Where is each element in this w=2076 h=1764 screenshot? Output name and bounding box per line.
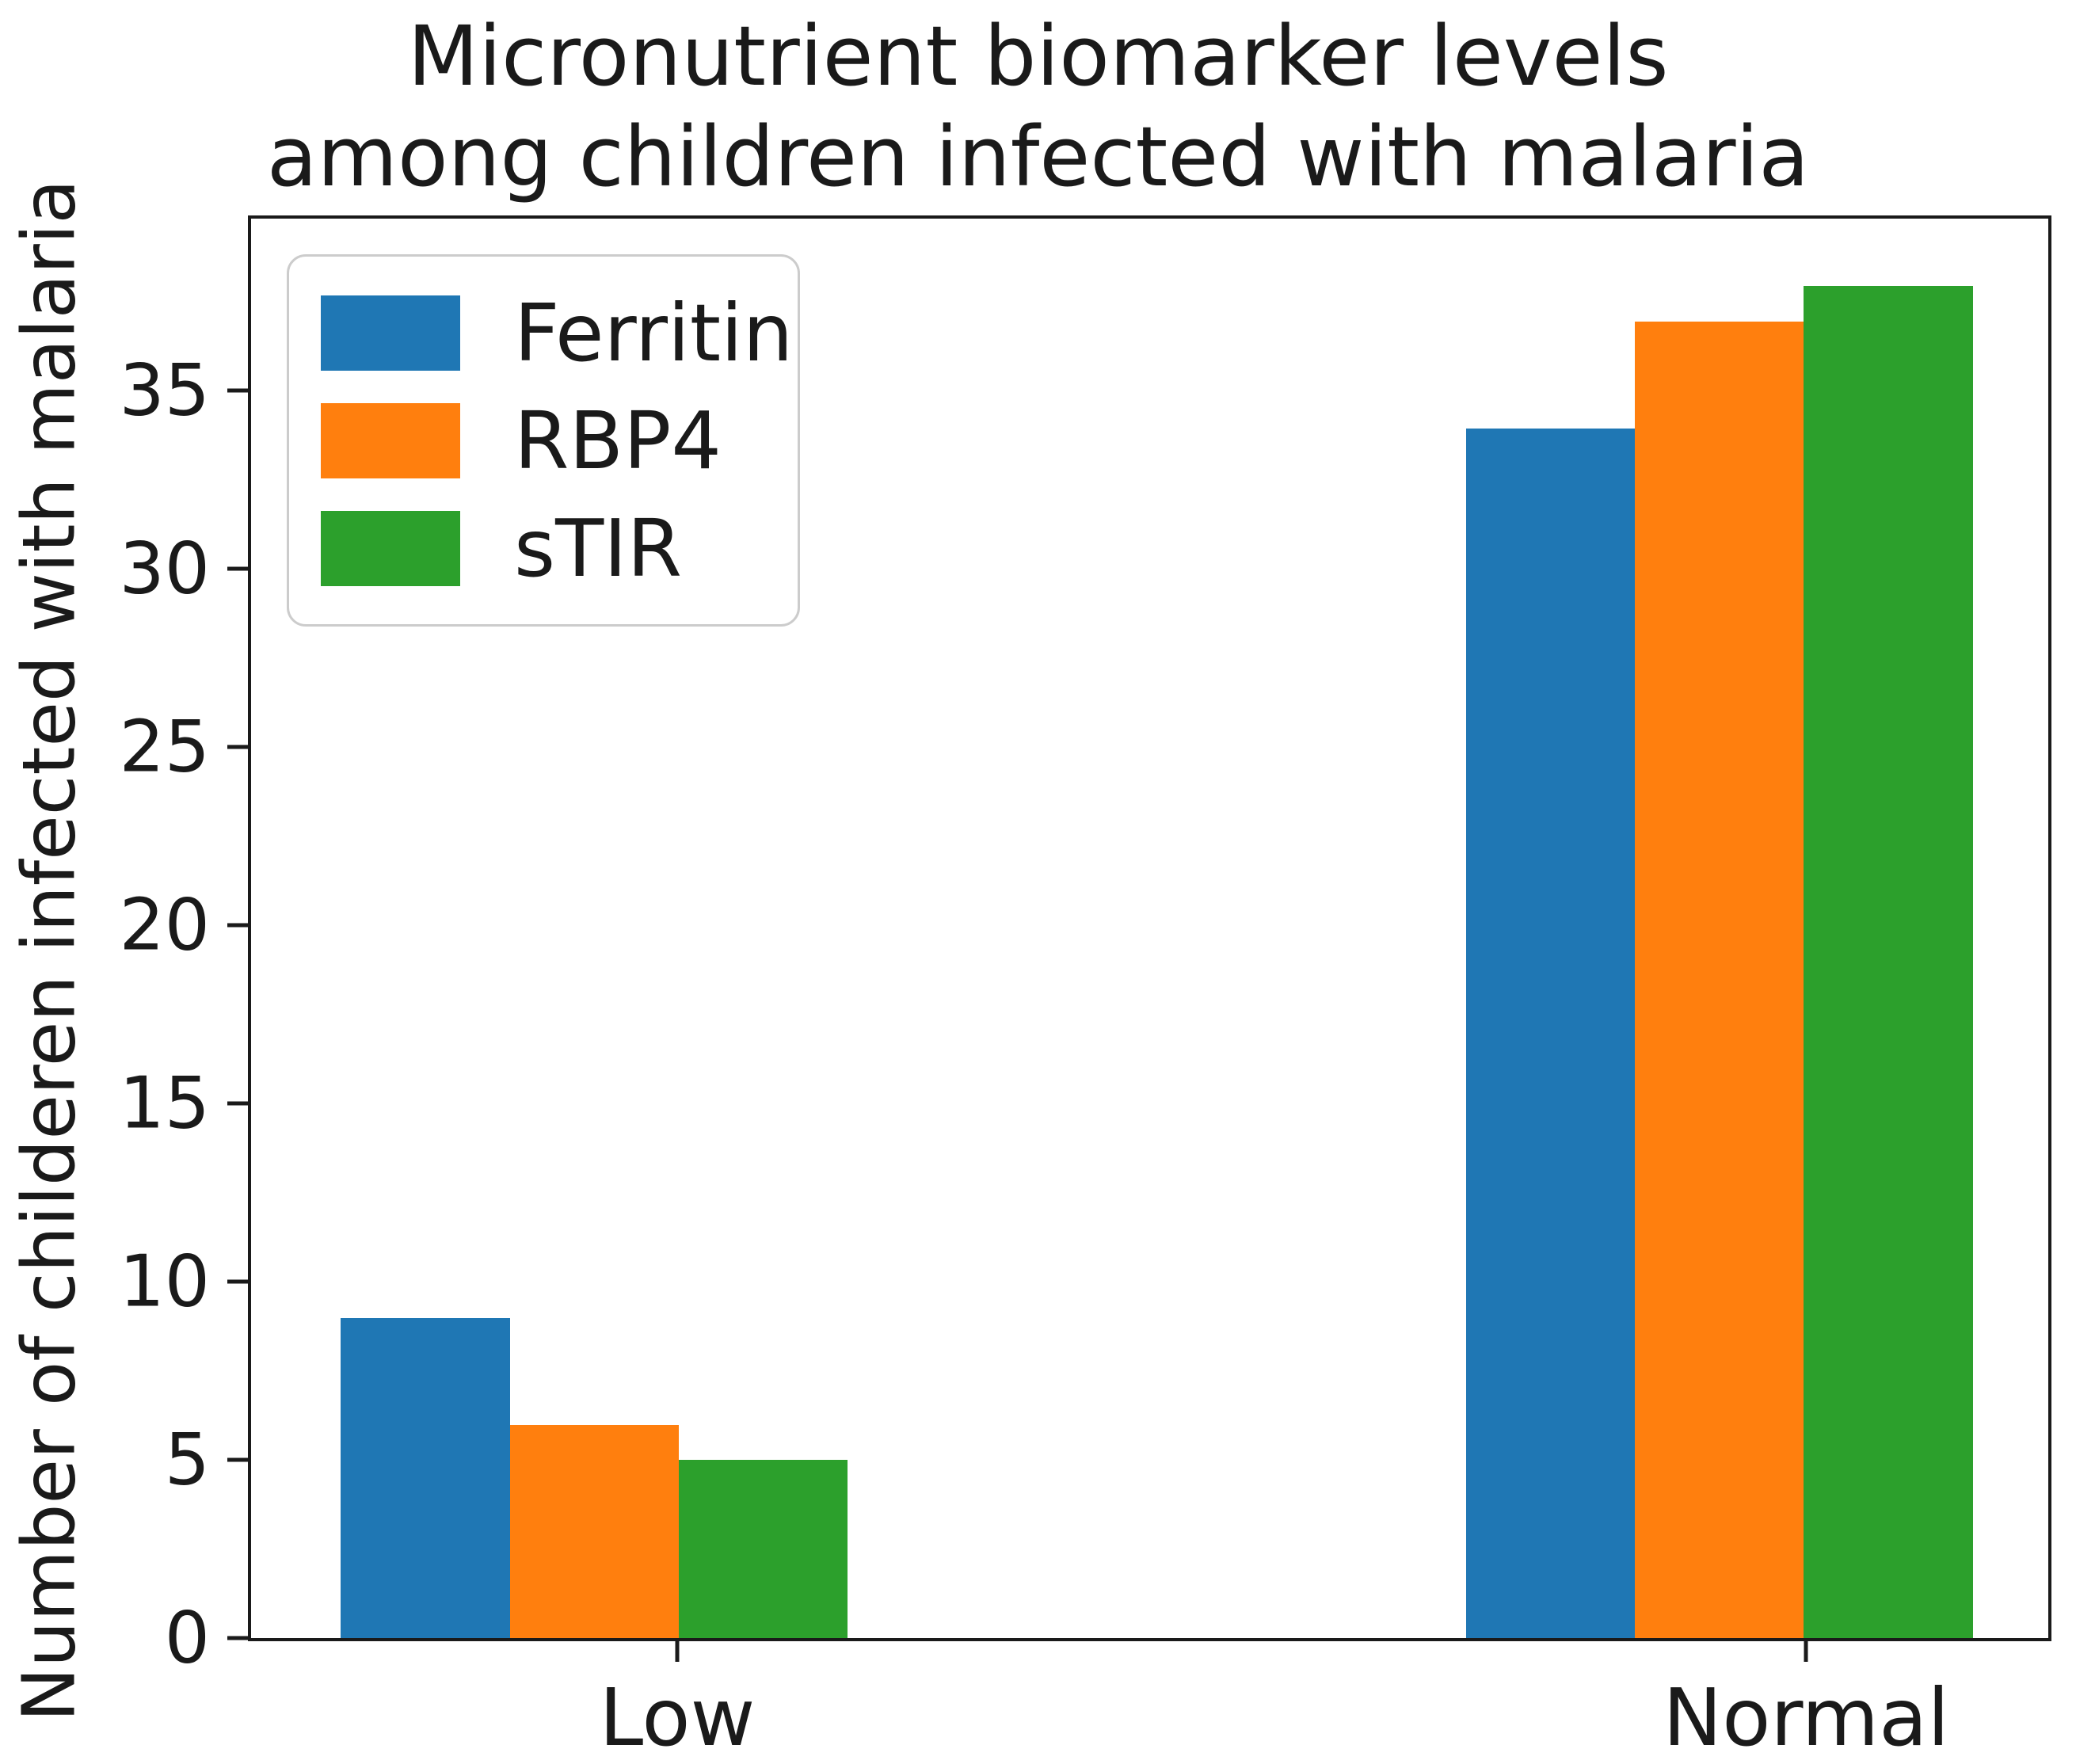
y-tick-label: 35 (119, 349, 210, 432)
y-tick-mark (227, 1636, 248, 1640)
y-tick-mark (227, 923, 248, 928)
legend-swatch-rbp4 (321, 402, 460, 478)
legend-label: Ferritin (514, 286, 794, 379)
x-tick-mark (675, 1641, 680, 1662)
bar-rbp4-normal (1635, 322, 1804, 1638)
legend-swatch-stir (321, 510, 460, 586)
x-tick-mark (1804, 1641, 1808, 1662)
chart-title-line-2: among children infected with malaria (266, 108, 1810, 205)
y-tick-label: 25 (119, 705, 210, 789)
x-tick-label-normal: Normal (1663, 1671, 1950, 1764)
x-tick-label-low: Low (599, 1671, 756, 1764)
y-tick-mark (227, 1457, 248, 1462)
y-tick-mark (227, 566, 248, 571)
y-tick-label: 0 (164, 1596, 210, 1680)
y-axis-label: Number of childeren infected with malari… (6, 179, 92, 1722)
chart-title: Micronutrient biomarker levels among chi… (0, 6, 2076, 208)
bar-stir-normal (1804, 286, 1973, 1638)
y-tick-label: 5 (164, 1418, 210, 1502)
y-tick-label: 20 (119, 883, 210, 967)
y-tick-label: 15 (119, 1061, 210, 1145)
legend-row-stir: sTIR (321, 502, 766, 595)
legend-swatch-ferritin (321, 295, 460, 371)
legend: Ferritin RBP4 sTIR (287, 254, 800, 627)
legend-label: sTIR (514, 501, 683, 595)
legend-row-rbp4: RBP4 (321, 394, 766, 487)
chart-title-line-1: Micronutrient biomarker levels (407, 8, 1669, 105)
bar-ferritin-low (341, 1317, 510, 1638)
legend-label: RBP4 (514, 394, 722, 487)
y-tick-mark (227, 745, 248, 749)
bar-ferritin-normal (1465, 428, 1636, 1638)
y-tick-mark (227, 388, 248, 393)
y-tick-label: 10 (119, 1240, 210, 1324)
y-tick-mark (227, 1279, 248, 1284)
bar-stir-low (679, 1460, 848, 1638)
y-tick-mark (227, 1101, 248, 1106)
plot-area: Ferritin RBP4 sTIR (248, 215, 2051, 1641)
legend-row-ferritin: Ferritin (321, 287, 793, 379)
bar-rbp4-low (509, 1424, 680, 1638)
y-tick-label: 30 (119, 527, 210, 611)
